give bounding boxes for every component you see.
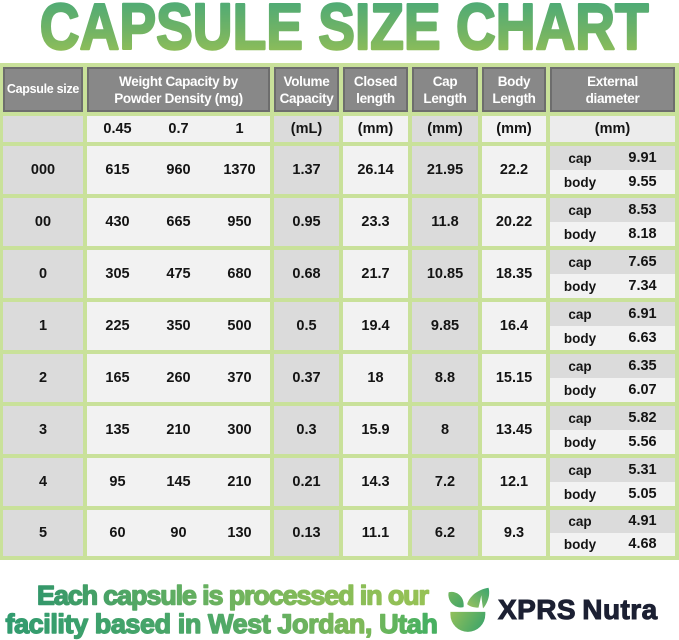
svg-text:CAPSULE SIZE CHART: CAPSULE SIZE CHART (40, 0, 649, 62)
svg-text:Each capsule is processed in o: Each capsule is processed in our (37, 580, 430, 610)
svg-text:facility based in West Jordan,: facility based in West Jordan, Utah (6, 609, 438, 639)
